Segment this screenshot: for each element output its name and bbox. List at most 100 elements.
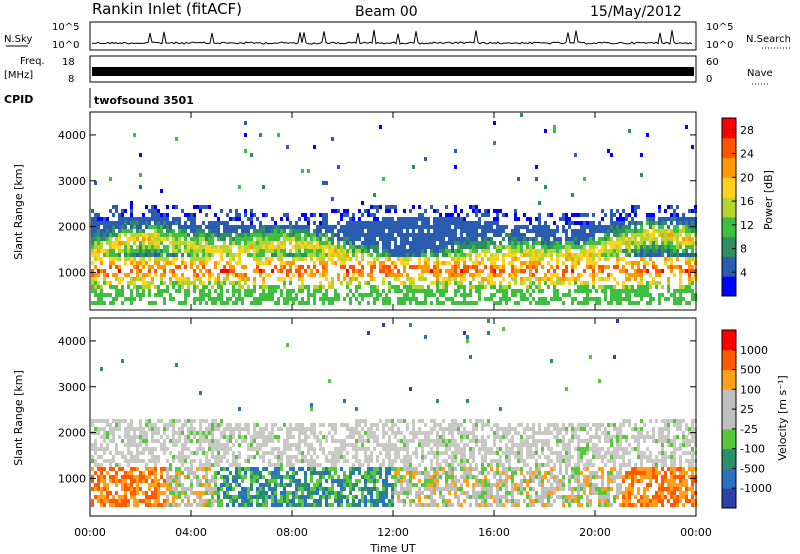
heatmap-cell <box>367 301 370 305</box>
heatmap-cell <box>298 487 301 491</box>
heatmap-cell <box>124 487 127 491</box>
heatmap-cell <box>553 125 556 129</box>
heatmap-cell <box>301 297 304 301</box>
heatmap-cell <box>421 229 424 233</box>
heatmap-cell <box>160 213 163 217</box>
heatmap-cell <box>304 253 307 257</box>
heatmap-cell <box>649 293 652 297</box>
heatmap-cell <box>391 261 394 265</box>
heatmap-cell <box>337 229 340 233</box>
heatmap-cell <box>325 245 328 249</box>
heatmap-cell <box>370 213 373 217</box>
heatmap-cell <box>523 249 526 253</box>
heatmap-cell <box>532 241 535 245</box>
heatmap-cell <box>175 503 178 507</box>
heatmap-cell <box>157 491 160 495</box>
heatmap-cell <box>199 241 202 245</box>
heatmap-cell <box>259 431 262 435</box>
heatmap-cell <box>220 499 223 503</box>
heatmap-cell <box>313 213 316 217</box>
heatmap-cell <box>415 447 418 451</box>
heatmap-cell <box>262 459 265 463</box>
heatmap-cell <box>109 177 112 181</box>
heatmap-cell <box>154 285 157 289</box>
heatmap-cell <box>268 289 271 293</box>
heatmap-cell <box>682 249 685 253</box>
heatmap-cell <box>313 221 316 225</box>
heatmap-cell <box>439 245 442 249</box>
heatmap-cell <box>271 253 274 257</box>
heatmap-cell <box>289 221 292 225</box>
heatmap-cell <box>205 459 208 463</box>
heatmap-cell <box>643 233 646 237</box>
heatmap-cell <box>277 455 280 459</box>
heatmap-cell <box>520 265 523 269</box>
heatmap-cell <box>442 459 445 463</box>
heatmap-cell <box>250 483 253 487</box>
heatmap-cell <box>364 451 367 455</box>
heatmap-cell <box>319 281 322 285</box>
heatmap-cell <box>406 237 409 241</box>
heatmap-cell <box>130 475 133 479</box>
heatmap-cell <box>475 261 478 265</box>
heatmap-cell <box>538 257 541 261</box>
heatmap-cell <box>646 281 649 285</box>
heatmap-cell <box>682 297 685 301</box>
heatmap-cell <box>619 249 622 253</box>
heatmap-cell <box>463 301 466 305</box>
heatmap-cell <box>202 419 205 423</box>
heatmap-cell <box>172 261 175 265</box>
heatmap-cell <box>364 419 367 423</box>
heatmap-cell <box>646 293 649 297</box>
heatmap-cell <box>451 427 454 431</box>
heatmap-cell <box>130 487 133 491</box>
heatmap-cell <box>151 233 154 237</box>
heatmap-cell <box>286 483 289 487</box>
heatmap-cell <box>94 471 97 475</box>
heatmap-cell <box>550 297 553 301</box>
heatmap-cell <box>430 269 433 273</box>
heatmap-cell <box>181 253 184 257</box>
heatmap-cell <box>391 443 394 447</box>
heatmap-cell <box>412 233 415 237</box>
heatmap-cell <box>316 435 319 439</box>
power-colorbar-tick-label: 4 <box>740 266 747 279</box>
heatmap-cell <box>202 233 205 237</box>
heatmap-cell <box>520 277 523 281</box>
heatmap-cell <box>244 495 247 499</box>
heatmap-cell <box>223 467 226 471</box>
heatmap-cell <box>334 225 337 229</box>
heatmap-cell <box>595 297 598 301</box>
heatmap-cell <box>430 439 433 443</box>
heatmap-cell <box>298 503 301 507</box>
heatmap-cell <box>208 257 211 261</box>
heatmap-cell <box>109 463 112 467</box>
heatmap-cell <box>418 431 421 435</box>
heatmap-cell <box>442 293 445 297</box>
heatmap-cell <box>442 435 445 439</box>
heatmap-cell <box>553 129 556 133</box>
heatmap-cell <box>400 297 403 301</box>
heatmap-cell <box>388 273 391 277</box>
heatmap-cell <box>634 205 637 209</box>
heatmap-cell <box>322 245 325 249</box>
heatmap-cell <box>664 209 667 213</box>
heatmap-cell <box>256 495 259 499</box>
heatmap-cell <box>211 297 214 301</box>
heatmap-cell <box>592 277 595 281</box>
heatmap-cell <box>310 475 313 479</box>
heatmap-cell <box>373 277 376 281</box>
heatmap-cell <box>349 249 352 253</box>
heatmap-cell <box>136 277 139 281</box>
heatmap-cell <box>406 233 409 237</box>
heatmap-cell <box>280 479 283 483</box>
heatmap-cell <box>184 301 187 305</box>
heatmap-cell <box>304 475 307 479</box>
heatmap-cell <box>106 499 109 503</box>
heatmap-cell <box>136 261 139 265</box>
heatmap-cell <box>376 289 379 293</box>
heatmap-cell <box>331 451 334 455</box>
heatmap-cell <box>346 443 349 447</box>
heatmap-cell <box>649 253 652 257</box>
heatmap-cell <box>421 225 424 229</box>
